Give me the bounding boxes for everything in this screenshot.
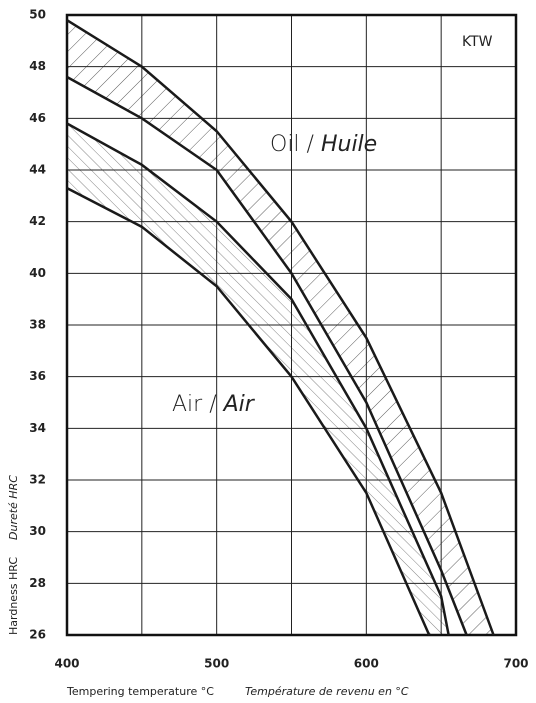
y-tick-label: 46 (29, 111, 46, 125)
annotation-italic: Air (222, 392, 256, 417)
y-tick-label: 38 (29, 318, 46, 332)
annotation-text: Air / (172, 392, 217, 417)
label: KTW (462, 34, 493, 50)
y-tick-label: 50 (29, 8, 46, 22)
curve (66, 186, 431, 636)
curve (66, 75, 468, 636)
x-axis-title: Tempering temperature °C (66, 685, 214, 698)
x-tick-label: 400 (54, 657, 79, 671)
annotation: Air / Air (172, 392, 256, 417)
y-tick-label: 32 (29, 473, 46, 487)
annotation-text: Oil / (270, 132, 315, 157)
band (67, 20, 494, 635)
x-tick-label: 600 (354, 657, 379, 671)
annotation: Oil / Huile (270, 132, 377, 157)
y-tick-label: 34 (29, 421, 46, 435)
curve (66, 19, 495, 636)
y-tick-label: 48 (29, 59, 46, 73)
x-tick-label: 500 (204, 657, 229, 671)
y-tick-label: 42 (29, 214, 46, 228)
annotation-italic: Huile (321, 132, 377, 157)
y-tick-label: 36 (29, 369, 46, 383)
y-tick-label: 30 (29, 524, 46, 538)
x-tick-label: 700 (503, 657, 528, 671)
y-axis-title: Hardness HRC (7, 557, 20, 635)
plot-frame (65, 13, 518, 637)
x-axis-title-alt: Température de revenu en °C (245, 685, 409, 698)
y-tick-label: 44 (29, 163, 46, 177)
band (67, 123, 449, 635)
y-axis-title-alt: Dureté HRC (7, 475, 20, 540)
y-tick-label: 26 (29, 628, 46, 642)
y-tick-label: 28 (29, 576, 46, 590)
curve (66, 122, 450, 636)
y-tick-label: 40 (29, 266, 46, 280)
